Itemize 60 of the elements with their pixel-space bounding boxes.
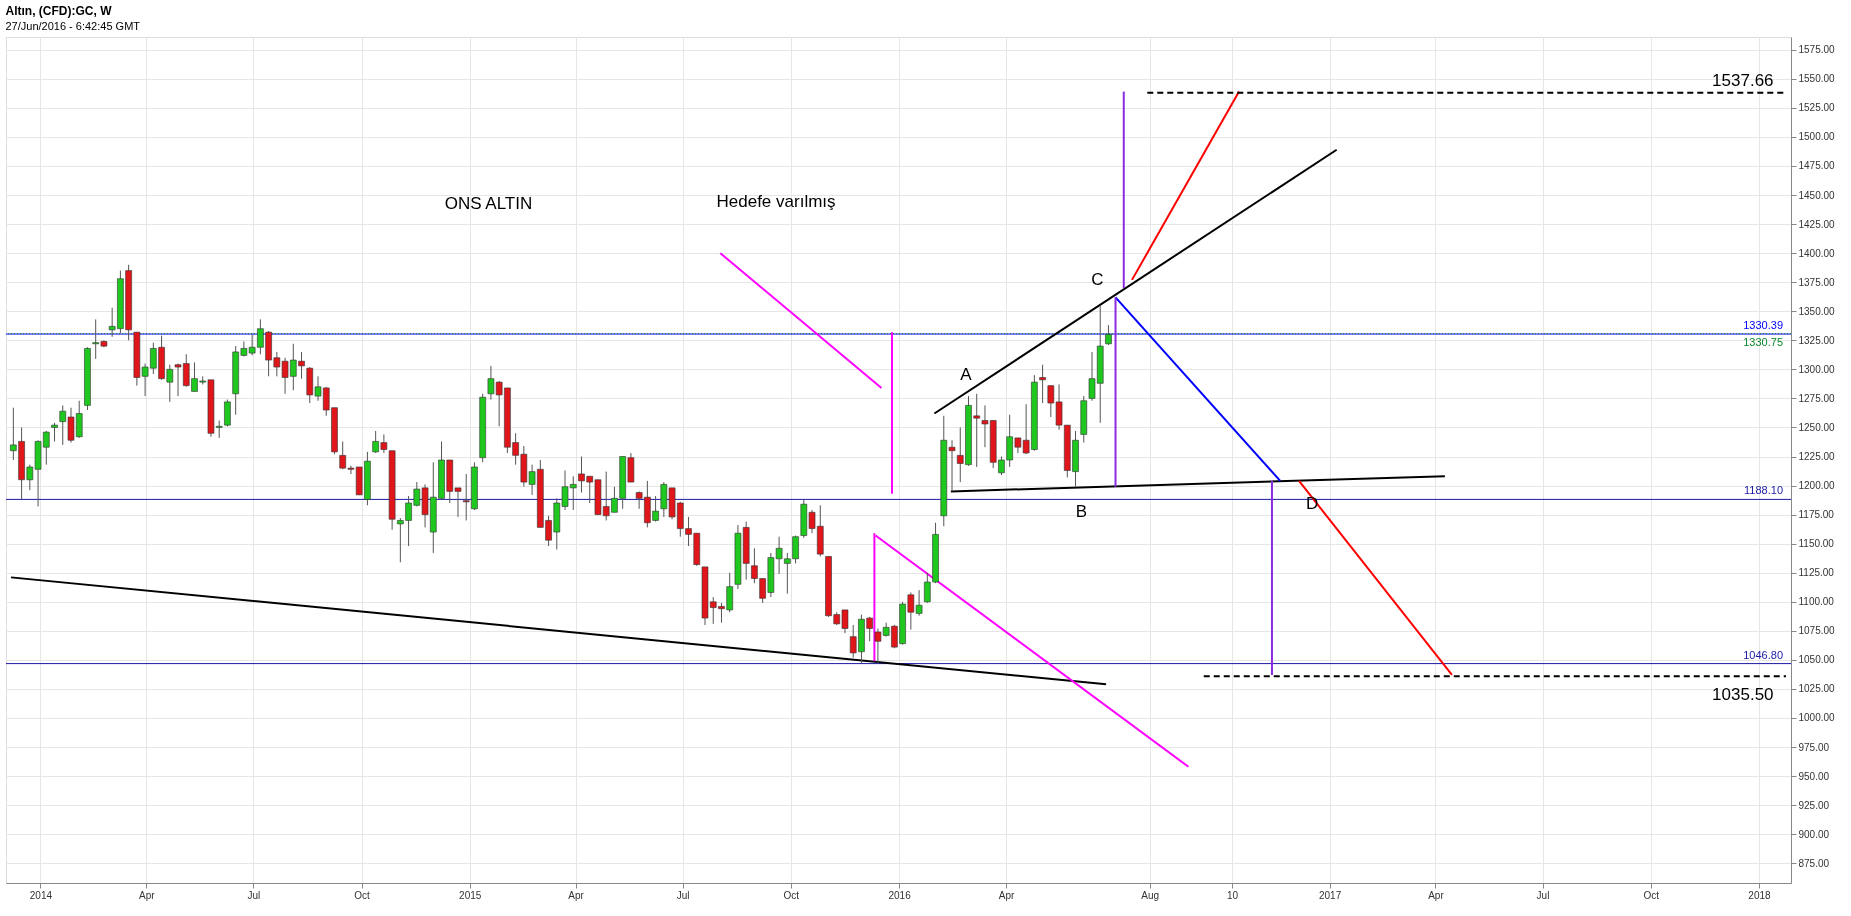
ref-line-label: 1330.75 [1743,335,1783,348]
x-tick-label: 2015 [459,889,482,901]
y-tick-label: 1525.00 [1798,102,1836,114]
x-tick-label: 10 [1226,889,1239,901]
y-tick-label: 1175.00 [1798,509,1835,521]
x-tick-label: Apr [998,889,1016,901]
annotation: B [1075,502,1087,522]
y-tick-label: 975.00 [1798,741,1830,753]
ref-line-label: 1188.10 [1744,484,1783,497]
x-tick-label: Apr [1428,889,1445,901]
x-tick-label: Oct [354,889,371,901]
y-tick-label: 1300.00 [1798,363,1836,375]
y-tick-label: 1075.00 [1798,625,1836,637]
chart-subtitle: 27/Jun/2016 - 6:42:45 GMT [5,20,141,32]
y-tick-label: 1050.00 [1798,654,1836,666]
x-tick-label: 2016 [888,889,912,901]
y-tick-label: 1425.00 [1798,218,1836,230]
y-tick-label: 1450.00 [1798,189,1836,201]
annotation: A [960,365,973,385]
y-tick-label: 1250.00 [1798,421,1836,433]
x-tick-label: Jul [1536,889,1550,901]
x-tick-label: Oct [1643,889,1660,901]
y-tick-label: 875.00 [1798,857,1830,869]
y-tick-label: 1500.00 [1798,131,1836,143]
x-tick-label: Oct [783,889,800,901]
annotation: Hedefe varılmış [716,191,836,211]
annotation: 1537.66 [1712,70,1774,90]
y-tick-label: 1200.00 [1798,480,1836,492]
y-tick-label: 1225.00 [1798,451,1836,463]
y-tick-label: 1375.00 [1798,276,1836,288]
y-tick-label: 1125.00 [1798,567,1835,579]
y-tick-label: 950.00 [1798,770,1830,782]
chart-title: Altın, (CFD):GC, W [5,4,113,18]
y-tick-label: 1000.00 [1798,712,1836,724]
x-tick-label: Apr [138,889,156,901]
x-tick-label: Apr [568,889,585,901]
x-tick-label: 2018 [1748,889,1772,901]
y-tick-label: 1100.00 [1798,596,1835,608]
y-tick-label: 1325.00 [1798,334,1836,346]
y-tick-label: 1025.00 [1798,683,1836,695]
y-tick-label: 1275.00 [1798,392,1836,404]
y-tick-label: 1550.00 [1798,73,1836,85]
ref-line-label: 1330.39 [1743,319,1783,332]
x-tick-label: 2017 [1318,889,1342,901]
annotation: D [1305,493,1319,513]
ref-line-label: 1046.80 [1743,648,1783,661]
y-tick-label: 1400.00 [1798,247,1836,259]
y-tick-label: 900.00 [1798,828,1830,840]
x-tick-label: 2014 [29,889,53,901]
x-tick-label: Jul [247,889,261,901]
y-tick-label: 1350.00 [1798,305,1836,317]
annotation: 1035.50 [1712,685,1774,705]
annotation: C [1091,269,1104,289]
annotation: ONS ALTIN [444,193,533,213]
x-tick-label: Aug [1141,889,1160,901]
x-tick-label: Jul [676,889,690,901]
y-tick-label: 925.00 [1798,799,1830,811]
y-tick-label: 1575.00 [1798,44,1836,56]
y-tick-label: 1150.00 [1798,538,1835,550]
y-tick-label: 1475.00 [1798,160,1836,172]
